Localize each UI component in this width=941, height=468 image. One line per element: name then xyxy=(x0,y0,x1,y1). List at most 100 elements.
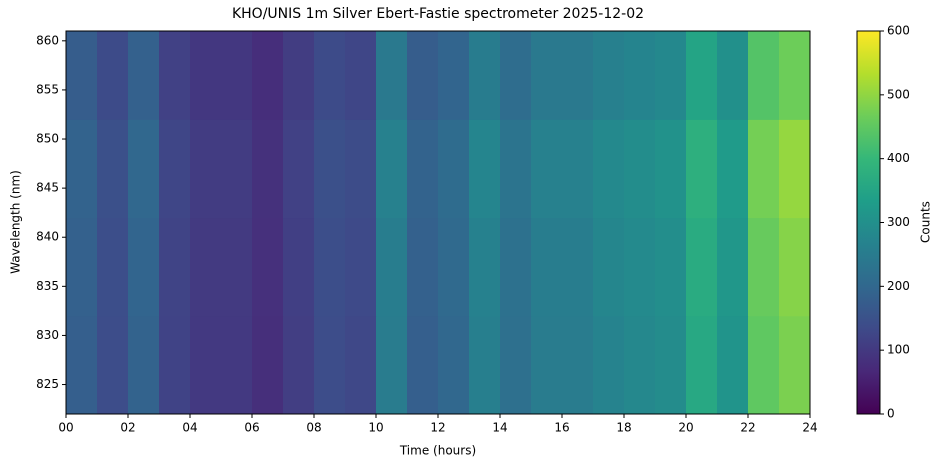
heatmap-cell xyxy=(624,119,656,219)
heatmap-cell xyxy=(562,119,594,219)
heatmap-cell xyxy=(159,315,191,415)
heatmap-cell xyxy=(190,315,222,415)
heatmap-cell xyxy=(686,31,718,120)
heatmap-cell xyxy=(221,119,253,219)
heatmap-cell xyxy=(748,217,780,317)
heatmap-cell xyxy=(624,315,656,415)
heatmap-cell xyxy=(717,31,749,120)
heatmap-cell xyxy=(593,119,625,219)
heatmap-cell xyxy=(469,119,501,219)
x-axis-label: Time (hours) xyxy=(399,444,476,458)
heatmap-cell xyxy=(314,119,346,219)
heatmap-cell xyxy=(469,31,501,120)
heatmap-cell xyxy=(779,315,811,415)
x-tick-label: 08 xyxy=(306,421,321,435)
heatmap-cell xyxy=(686,315,718,415)
y-tick-label: 835 xyxy=(36,279,59,293)
heatmap-cell xyxy=(97,119,129,219)
heatmap-cell xyxy=(190,119,222,219)
heatmap-cell xyxy=(159,217,191,317)
heatmap-cell xyxy=(469,315,501,415)
colorbar-tick-label: 600 xyxy=(887,24,910,38)
heatmap-cell xyxy=(97,217,129,317)
heatmap-cell xyxy=(128,119,160,219)
heatmap-cell xyxy=(314,217,346,317)
x-tick-label: 04 xyxy=(182,421,197,435)
heatmap-cells xyxy=(66,31,811,415)
heatmap-cell xyxy=(128,315,160,415)
heatmap-cell xyxy=(252,315,284,415)
heatmap-cell xyxy=(593,217,625,317)
heatmap-cell xyxy=(717,217,749,317)
heatmap-cell xyxy=(655,315,687,415)
heatmap-cell xyxy=(159,119,191,219)
heatmap-cell xyxy=(252,119,284,219)
colorbar-tick-label: 200 xyxy=(887,279,910,293)
heatmap-cell xyxy=(221,217,253,317)
heatmap-cell xyxy=(97,31,129,120)
heatmap-cell xyxy=(531,119,563,219)
heatmap-cell xyxy=(624,217,656,317)
heatmap-cell xyxy=(376,31,408,120)
heatmap-cell xyxy=(407,217,439,317)
heatmap-cell xyxy=(438,31,470,120)
colorbar xyxy=(856,30,881,415)
heatmap-cell xyxy=(345,217,377,317)
heatmap-cell xyxy=(345,31,377,120)
heatmap-cell xyxy=(66,31,98,120)
heatmap-cell xyxy=(376,119,408,219)
y-tick-label: 825 xyxy=(36,377,59,391)
heatmap-cell xyxy=(748,119,780,219)
colorbar-tick-label: 300 xyxy=(887,215,910,229)
heatmap-cell xyxy=(66,315,98,415)
heatmap-cell xyxy=(748,31,780,120)
heatmap-cell xyxy=(376,315,408,415)
x-tick-label: 06 xyxy=(244,421,259,435)
heatmap-cell xyxy=(314,31,346,120)
heatmap-cell xyxy=(531,31,563,120)
heatmap-cell xyxy=(500,217,532,317)
heatmap-cell xyxy=(655,119,687,219)
x-tick-label: 12 xyxy=(430,421,445,435)
heatmap-cell xyxy=(562,315,594,415)
heatmap-cell xyxy=(779,217,811,317)
heatmap-cell xyxy=(562,217,594,317)
heatmap-cell xyxy=(221,31,253,120)
heatmap-cell xyxy=(655,217,687,317)
heatmap-cell xyxy=(221,315,253,415)
heatmap-cell xyxy=(407,119,439,219)
heatmap-cell xyxy=(407,31,439,120)
heatmap-cell xyxy=(66,119,98,219)
heatmap-cell xyxy=(531,217,563,317)
heatmap-cell xyxy=(500,119,532,219)
heatmap-cell xyxy=(128,217,160,317)
heatmap-cell xyxy=(624,31,656,120)
x-tick-label: 00 xyxy=(58,421,73,435)
y-tick-label: 855 xyxy=(36,82,59,96)
heatmap-cell xyxy=(469,217,501,317)
heatmap-cell xyxy=(283,315,315,415)
heatmap-cell xyxy=(717,315,749,415)
heatmap-cell xyxy=(283,119,315,219)
y-tick-label: 840 xyxy=(36,230,59,244)
heatmap-cell xyxy=(779,119,811,219)
x-tick-label: 16 xyxy=(554,421,569,435)
y-axis-label: Wavelength (nm) xyxy=(9,170,23,274)
heatmap-cell xyxy=(779,31,811,120)
x-tick-label: 22 xyxy=(740,421,755,435)
y-tick-label: 830 xyxy=(36,328,59,342)
heatmap-cell xyxy=(376,217,408,317)
heatmap-cell xyxy=(500,31,532,120)
y-tick-label: 845 xyxy=(36,181,59,195)
colorbar-label: Counts xyxy=(919,201,933,243)
x-tick-label: 02 xyxy=(120,421,135,435)
heatmap-cell xyxy=(593,31,625,120)
heatmap-cell xyxy=(345,315,377,415)
heatmap-cell xyxy=(438,315,470,415)
colorbar-tick-label: 100 xyxy=(887,343,910,357)
chart-title: KHO/UNIS 1m Silver Ebert-Fastie spectrom… xyxy=(232,6,644,22)
heatmap-cell xyxy=(686,217,718,317)
colorbar-tick-label: 500 xyxy=(887,87,910,101)
heatmap-cell xyxy=(500,315,532,415)
